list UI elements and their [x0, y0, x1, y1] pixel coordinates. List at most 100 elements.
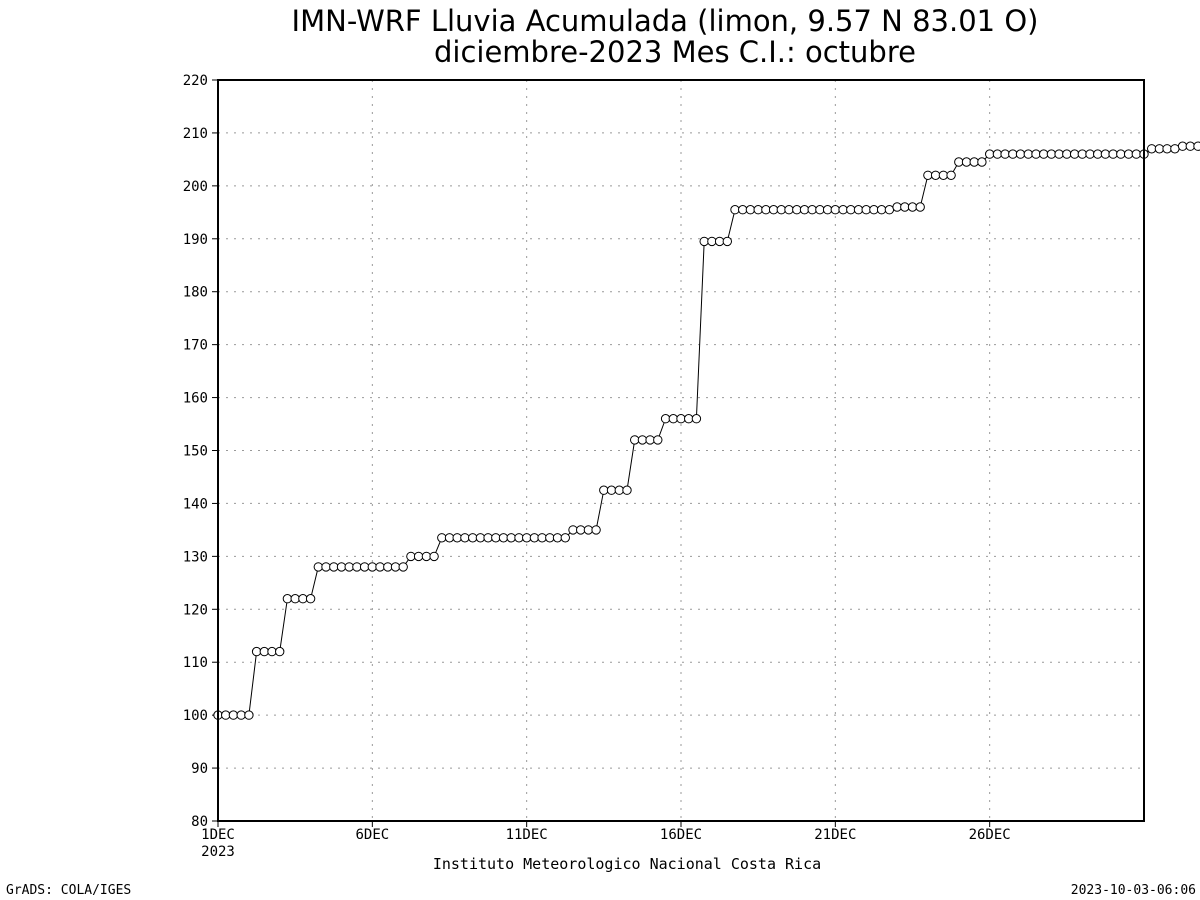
data-point [267, 646, 277, 657]
y-tick-label: 80 [191, 814, 208, 830]
data-point [861, 205, 871, 215]
data-point [1077, 149, 1088, 159]
data-point [344, 562, 354, 572]
data-point [537, 533, 547, 543]
data-point [930, 170, 941, 181]
data-point [900, 202, 910, 212]
y-tick-label: 190 [183, 232, 208, 248]
y-tick-label: 220 [183, 73, 208, 89]
chart-title: IMN-WRF Lluvia Acumulada (limon, 9.57 N … [292, 4, 1039, 38]
data-point [545, 533, 555, 543]
data-point [969, 157, 979, 167]
data-point [1154, 144, 1165, 154]
data-point [722, 236, 732, 247]
data-point [869, 205, 879, 215]
data-point [305, 594, 316, 604]
data-point [329, 562, 339, 572]
data-point [336, 562, 347, 572]
data-point [923, 170, 933, 181]
data-point [838, 205, 848, 215]
data-point [552, 533, 563, 543]
data-point [576, 525, 586, 535]
data-point [761, 205, 771, 215]
data-point [568, 525, 578, 535]
x-tick-label: 26DEC [969, 827, 1011, 843]
data-point [915, 202, 925, 212]
data-point [892, 202, 902, 212]
data-point [560, 533, 570, 543]
data-point [714, 236, 725, 247]
x-tick-sublabel: 2023 [201, 844, 235, 860]
data-point [637, 435, 648, 445]
x-tick-label: 21DEC [814, 827, 856, 843]
data-point [1039, 149, 1049, 159]
y-axis: 80 90 100 110 120 130 140 150 160 170 180 190 200 210… [183, 73, 218, 830]
data-point [321, 562, 331, 572]
data-point [1093, 149, 1103, 159]
data-point [498, 533, 509, 543]
data-point [413, 551, 424, 562]
data-point [352, 562, 362, 572]
data-point [1085, 149, 1095, 159]
data-point [1177, 141, 1188, 151]
data-point [228, 710, 239, 720]
data-point [1031, 149, 1041, 159]
data-point [1000, 149, 1010, 159]
data-point [784, 205, 794, 215]
data-point [630, 435, 640, 445]
y-tick-label: 160 [183, 391, 208, 407]
data-point [884, 205, 895, 215]
data-point [668, 414, 678, 424]
data-point [514, 533, 524, 543]
data-point [660, 414, 671, 424]
y-tick-label: 100 [183, 708, 208, 724]
y-tick-label: 120 [183, 602, 208, 618]
x-tick-label: 1DEC [201, 827, 235, 843]
data-point [290, 594, 300, 604]
data-point [815, 205, 825, 215]
data-point [275, 646, 285, 657]
data-point [1162, 144, 1172, 154]
data-point [792, 205, 802, 215]
data-point [876, 205, 887, 215]
data-point [421, 551, 432, 562]
data-point [753, 205, 763, 215]
data-point [221, 710, 231, 720]
data-point [730, 205, 740, 215]
data-point [614, 485, 624, 495]
data-point [622, 485, 632, 495]
timestamp: 2023-10-03-06:06 [1071, 883, 1196, 898]
data-point [475, 533, 486, 543]
data-point [506, 533, 516, 543]
data-point [429, 551, 439, 562]
data-point [977, 157, 987, 167]
data-point [799, 205, 810, 215]
data-point [1046, 149, 1057, 159]
data-point [745, 205, 756, 215]
data-point [699, 236, 709, 247]
x-tick-label: 11DEC [506, 827, 548, 843]
data-point [684, 414, 694, 424]
data-point [1116, 149, 1126, 159]
data-point [452, 533, 462, 543]
data-point [1069, 149, 1080, 159]
data-point [491, 533, 501, 543]
data-point [1100, 149, 1111, 159]
data-point [1015, 149, 1026, 159]
y-tick-label: 90 [191, 761, 208, 777]
plot-frame [217, 79, 1145, 822]
data-point [938, 170, 949, 181]
x-tick-label: 16DEC [660, 827, 702, 843]
data-point [707, 236, 717, 247]
data-point [846, 205, 856, 215]
data-point [992, 149, 1003, 159]
y-tick-label: 110 [183, 655, 208, 671]
data-point [236, 710, 246, 720]
data-point [1123, 149, 1134, 159]
data-point [406, 551, 416, 562]
data-point [961, 157, 972, 167]
data-point [676, 414, 686, 424]
data-point [251, 646, 262, 657]
data-point [460, 533, 470, 543]
